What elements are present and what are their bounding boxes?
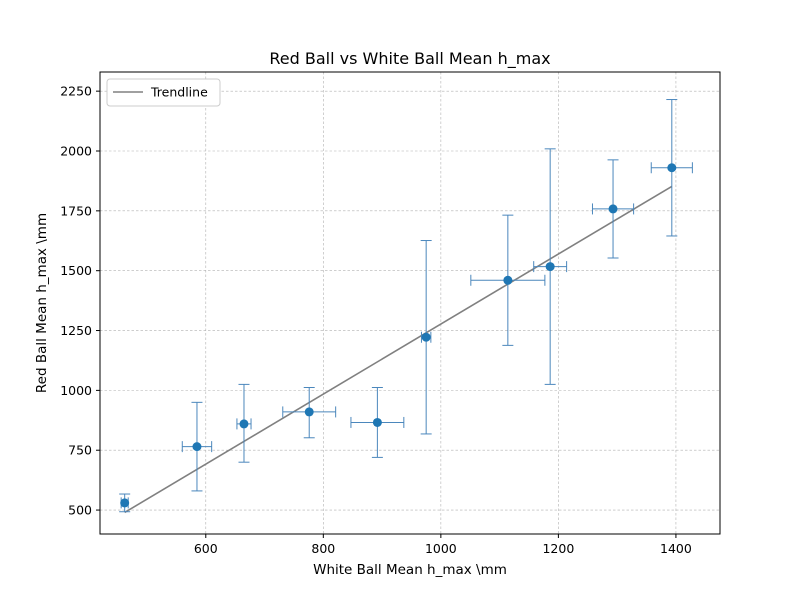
- data-point: [545, 262, 555, 272]
- y-tick-label: 1000: [60, 383, 92, 398]
- legend-label-trendline: Trendline: [150, 85, 208, 100]
- data-point: [503, 275, 513, 285]
- x-tick-label: 800: [311, 541, 335, 556]
- y-tick-label: 2000: [60, 143, 92, 158]
- data-point: [421, 332, 431, 342]
- x-tick-label: 1200: [542, 541, 574, 556]
- data-point: [372, 417, 382, 427]
- legend: Trendline: [106, 78, 221, 107]
- y-ticks: 500 750 1000 1250 1500 1750 2000 2250: [60, 84, 100, 518]
- x-ticks: 600 800 1000 1200 1400: [194, 534, 692, 556]
- data-point: [239, 419, 249, 429]
- points-layer: [120, 163, 677, 508]
- x-tick-label: 1400: [660, 541, 692, 556]
- y-tick-label: 750: [68, 443, 92, 458]
- data-point: [667, 163, 677, 173]
- y-tick-label: 1750: [60, 203, 92, 218]
- y-tick-label: 1500: [60, 263, 92, 278]
- trendline: [124, 185, 673, 514]
- grid: [100, 72, 720, 534]
- plot-frame: [99, 71, 721, 535]
- errorbar-layer: [119, 99, 693, 513]
- x-tick-label: 600: [194, 541, 218, 556]
- y-tick-label: 2250: [60, 84, 92, 99]
- x-tick-label: 1000: [425, 541, 457, 556]
- legend-box: [106, 78, 221, 107]
- y-axis-label: Red Ball Mean h_max \mm: [34, 213, 50, 393]
- data-point: [608, 204, 618, 214]
- y-tick-label: 1250: [60, 323, 92, 338]
- data-point: [304, 407, 314, 417]
- trendline-layer: [124, 185, 673, 514]
- y-tick-label: 500: [68, 503, 92, 518]
- x-axis-label: White Ball Mean h_max \mm: [313, 562, 507, 578]
- data-point: [120, 498, 130, 508]
- data-point: [192, 442, 202, 452]
- chart-title: Red Ball vs White Ball Mean h_max: [269, 49, 550, 69]
